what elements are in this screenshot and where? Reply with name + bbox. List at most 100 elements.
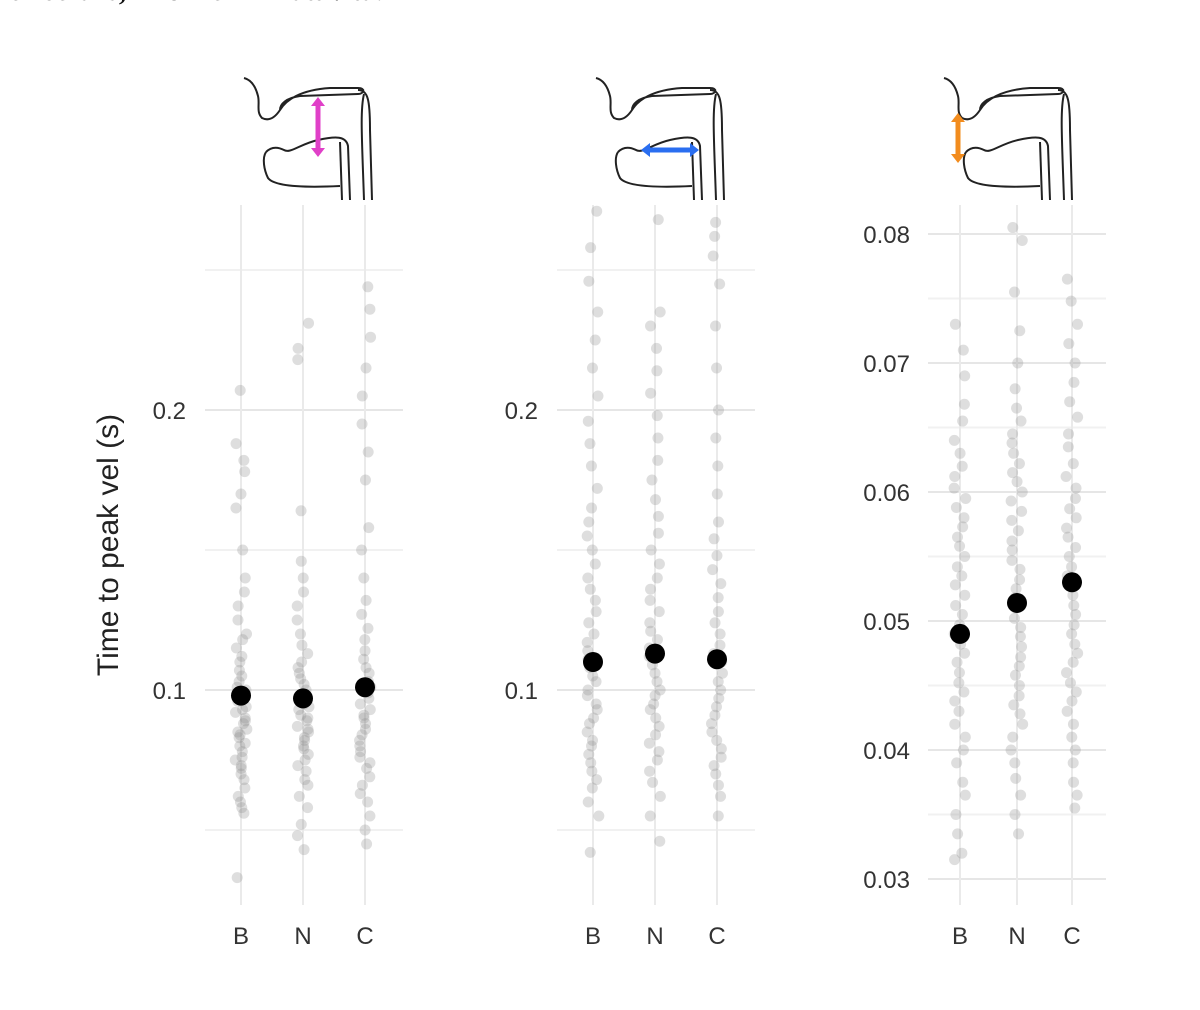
raw-data-point (581, 726, 593, 738)
chart-panel-3: 0.03 0.04 0.05 0.06 0.07 0.08 B N C (863, 77, 1106, 950)
raw-data-point (1066, 561, 1078, 573)
raw-data-point (581, 690, 593, 702)
mean-point-N (645, 643, 665, 664)
raw-data-point (1066, 731, 1078, 743)
raw-data-point (232, 726, 244, 738)
raw-data-point (649, 667, 661, 679)
raw-data-point (292, 354, 304, 366)
raw-data-point (1064, 677, 1076, 689)
raw-data-point (710, 768, 722, 780)
raw-data-point (231, 872, 243, 884)
raw-data-point (651, 676, 663, 688)
raw-data-point (709, 230, 721, 242)
raw-data-point (1062, 531, 1074, 543)
raw-data-point (1011, 476, 1023, 488)
raw-data-point (949, 718, 961, 730)
raw-data-point (298, 844, 310, 856)
raw-data-point (232, 790, 244, 802)
raw-data-point (586, 362, 598, 374)
raw-data-point (302, 748, 314, 760)
raw-data-point (354, 740, 366, 752)
raw-data-point (949, 854, 961, 866)
raw-data-point (1012, 525, 1024, 537)
raw-data-point (360, 594, 372, 606)
raw-data-point (356, 418, 368, 430)
raw-data-point (957, 415, 969, 427)
y-tick-label: 0.2 (153, 398, 186, 425)
raw-data-point (586, 502, 598, 514)
raw-data-point (298, 678, 310, 690)
raw-data-point (296, 639, 308, 651)
raw-data-point (1009, 669, 1021, 681)
raw-data-point (229, 754, 241, 766)
raw-data-point (1014, 325, 1026, 337)
raw-data-point (654, 835, 666, 847)
raw-data-point (239, 715, 251, 727)
raw-data-point (1013, 690, 1025, 702)
raw-data-point (592, 306, 604, 318)
raw-data-point (951, 531, 963, 543)
raw-data-point (295, 505, 307, 517)
raw-data-point (1067, 656, 1079, 668)
raw-data-point (654, 306, 666, 318)
raw-data-point (1067, 718, 1079, 730)
raw-data-point (1066, 628, 1078, 640)
raw-data-point (585, 242, 597, 254)
raw-data-point (292, 662, 304, 674)
raw-data-point (1061, 667, 1073, 679)
raw-data-point (654, 790, 666, 802)
raw-data-point (230, 502, 242, 514)
raw-data-point (957, 744, 969, 756)
raw-data-point (650, 712, 662, 724)
raw-data-point (590, 698, 602, 710)
x-tick-label: B (233, 923, 249, 950)
x-tick-label: N (646, 923, 663, 950)
x-tick-label: C (356, 923, 373, 950)
raw-data-point (644, 765, 656, 777)
raw-data-point (644, 704, 656, 716)
raw-data-point (652, 454, 664, 466)
chart-panel-2: 0.1 0.2 B N C (505, 77, 755, 950)
raw-data-point (299, 734, 311, 746)
raw-data-point (1008, 286, 1020, 298)
raw-data-point (356, 544, 368, 556)
raw-data-point (710, 701, 722, 713)
raw-data-point (714, 628, 726, 640)
raw-data-point (950, 809, 962, 820)
raw-data-point (581, 530, 593, 542)
raw-data-point (295, 555, 307, 567)
raw-data-point (237, 544, 249, 556)
raw-data-point (359, 645, 371, 657)
raw-data-point (654, 684, 666, 696)
raw-data-point (651, 342, 663, 354)
raw-data-point (714, 639, 726, 651)
raw-data-point (1069, 802, 1081, 814)
raw-data-point (291, 614, 303, 626)
raw-data-point (1006, 544, 1018, 556)
raw-data-point (362, 281, 374, 293)
y-tick-label: 0.1 (153, 678, 186, 705)
raw-data-point (1006, 514, 1018, 526)
raw-data-point (1016, 234, 1028, 246)
raw-data-point (1069, 744, 1081, 756)
vocal-tract-icon (943, 77, 1073, 201)
raw-data-point (234, 384, 246, 396)
raw-data-point (1011, 402, 1023, 414)
raw-data-point (235, 762, 247, 774)
raw-data-point (295, 673, 307, 685)
raw-data-point (238, 774, 250, 786)
raw-data-point (956, 847, 968, 859)
raw-data-point (238, 807, 250, 819)
raw-data-point (587, 734, 599, 746)
raw-data-point (644, 594, 656, 606)
raw-data-point (715, 790, 727, 802)
raw-data-point (959, 731, 971, 743)
raw-data-point (959, 789, 971, 801)
raw-data-point (236, 670, 248, 682)
raw-data-point (302, 648, 314, 660)
raw-data-point (949, 318, 961, 330)
raw-data-point (712, 779, 724, 791)
raw-data-point (1068, 600, 1080, 612)
raw-data-point (1066, 695, 1078, 707)
